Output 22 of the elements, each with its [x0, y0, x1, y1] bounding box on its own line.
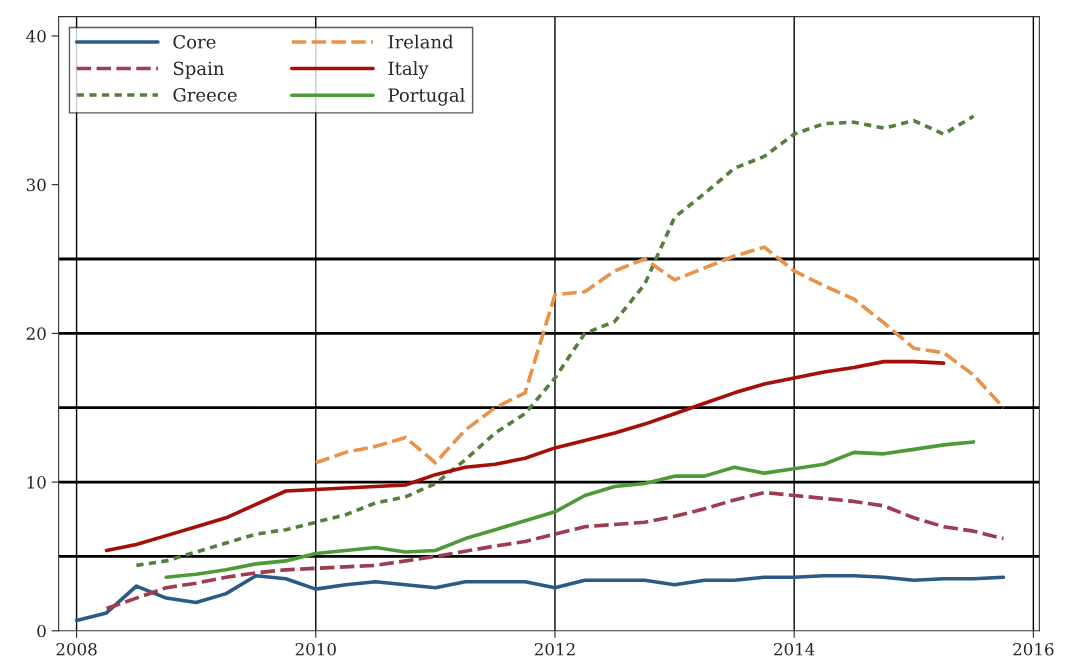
- y-tick-label: 40: [26, 29, 46, 43]
- legend-label: Core: [173, 34, 216, 49]
- line-series: [164, 440, 976, 580]
- line-series: [134, 114, 976, 568]
- line-series: [104, 490, 1006, 611]
- y-tick-label: 0: [37, 624, 46, 638]
- y-tick-label: 20: [26, 327, 46, 340]
- x-tick-label: 2014: [774, 642, 815, 656]
- line-series: [313, 245, 1006, 465]
- legend-label: Portugal: [388, 87, 465, 106]
- legend-label: Spain: [173, 61, 224, 79]
- x-tick-label: 2008: [56, 642, 97, 656]
- x-tick-label: 2010: [295, 642, 336, 656]
- legend-label: Greece: [173, 87, 237, 102]
- y-tick-label: 10: [27, 476, 46, 489]
- line-series: [74, 573, 1006, 623]
- legend-label: Ireland: [388, 34, 454, 49]
- legend-label: Italy: [388, 61, 429, 79]
- x-tick-label: 2016: [1013, 642, 1054, 656]
- y-tick-label: 30: [26, 178, 46, 192]
- x-tick-label: 2012: [534, 642, 575, 656]
- line-series: [104, 359, 946, 553]
